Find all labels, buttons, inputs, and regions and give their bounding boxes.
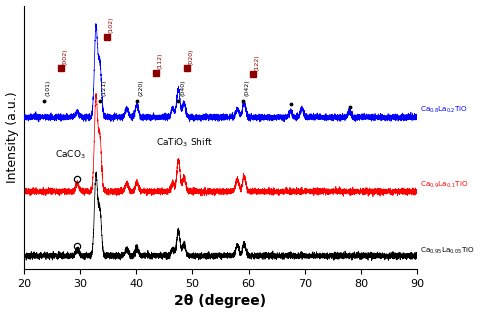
Text: (112): (112): [158, 52, 163, 69]
Text: CaCO$_3$: CaCO$_3$: [55, 149, 86, 161]
Text: Ca$_{0.9}$La$_{0.1}$TiO: Ca$_{0.9}$La$_{0.1}$TiO: [420, 180, 468, 190]
Text: (121): (121): [102, 79, 107, 96]
Text: (002): (002): [62, 48, 67, 65]
Text: CaTiO$_3$ Shift: CaTiO$_3$ Shift: [156, 136, 213, 149]
Text: (042): (042): [245, 79, 250, 96]
Text: (101): (101): [46, 79, 50, 96]
Text: (020): (020): [189, 48, 193, 65]
Text: (040): (040): [180, 79, 185, 96]
Text: Ca$_{0.95}$La$_{0.05}$TiO: Ca$_{0.95}$La$_{0.05}$TiO: [420, 245, 475, 256]
Text: (122): (122): [255, 54, 260, 71]
X-axis label: 2θ (degree): 2θ (degree): [174, 295, 266, 308]
Y-axis label: Intensity (a.u.): Intensity (a.u.): [6, 92, 19, 183]
Text: (220): (220): [139, 79, 144, 96]
Text: (102): (102): [108, 17, 113, 33]
Text: Ca$_{0.8}$La$_{0.2}$TiO: Ca$_{0.8}$La$_{0.2}$TiO: [420, 105, 468, 115]
